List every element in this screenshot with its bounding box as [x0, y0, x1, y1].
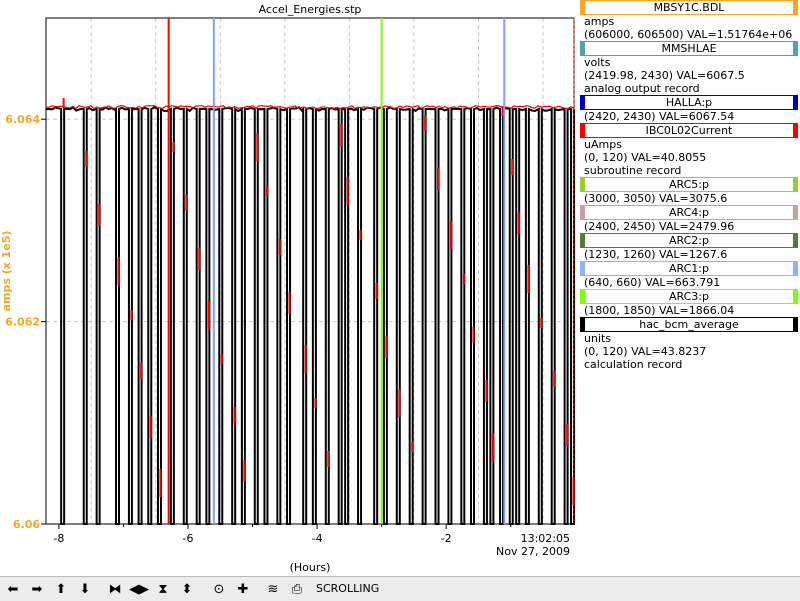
zoom-in-vertical-icon[interactable]: ⧗ — [158, 581, 168, 597]
legend-item-detail: calculation record — [584, 358, 683, 371]
zoom-in-horizontal-icon[interactable]: ⧓ — [108, 581, 122, 597]
down-arrow-icon[interactable]: ⬇ — [79, 581, 91, 597]
legend-item-name: ARC4:p — [669, 206, 709, 219]
legend-item-detail: (0, 120) VAL=40.8055 — [584, 151, 707, 164]
legend-color-tag — [793, 206, 797, 219]
legend-item-detail: (606000, 606500) VAL=1.51764e+06 — [584, 28, 793, 41]
legend-item-detail: (2400, 2450) VAL=2479.96 — [584, 220, 735, 233]
x-tick-label: -6 — [183, 532, 194, 545]
legend-color-tag — [793, 318, 797, 331]
center-icon[interactable]: ⊙ — [213, 581, 225, 597]
legend-item-detail: amps — [584, 15, 615, 28]
legend-item-detail: analog output record — [584, 82, 700, 95]
legend-item-detail: uAmps — [584, 138, 622, 151]
legend-item-name: IBC0L02Current — [645, 124, 733, 137]
legend-color-tag — [581, 206, 585, 219]
legend-item-name: ARC2:p — [669, 234, 709, 247]
mode-label: SCROLLING — [316, 582, 380, 595]
legend-color-tag — [793, 178, 797, 191]
plot-frame — [45, 17, 575, 525]
legend-color-tag — [581, 290, 585, 303]
legend-item-name: MMSHLAE — [661, 42, 717, 55]
legend-item-detail: (2420, 2430) VAL=6067.54 — [584, 110, 735, 123]
y-tick-label: 6.064 — [5, 113, 40, 126]
add-icon[interactable]: ✚ — [237, 581, 249, 597]
legend-item-name: hac_bcm_average — [639, 318, 739, 331]
legend-item[interactable]: IBC0L02Current — [580, 123, 798, 138]
legend-item-detail: volts — [584, 56, 611, 69]
legend-item-detail: (1800, 1850) VAL=1866.04 — [584, 304, 735, 317]
chart-title: Accel_Energies.stp — [259, 3, 362, 16]
legend-item[interactable]: MBSY1C.BDL — [580, 0, 798, 15]
legend-color-tag — [581, 124, 585, 137]
legend-color-tag — [581, 1, 585, 14]
up-arrow-icon[interactable]: ⬆ — [55, 581, 67, 597]
series-line-black — [45, 105, 576, 525]
legend-item[interactable]: MMSHLAE — [580, 41, 798, 56]
left-arrow-icon[interactable]: ⬅ — [7, 581, 19, 597]
legend-item-name: MBSY1C.BDL — [653, 1, 725, 14]
legend-color-tag — [793, 96, 797, 109]
legend-item-detail: subroutine record — [584, 164, 682, 177]
legend-item-detail: (2419.98, 2430) VAL=6067.5 — [584, 69, 745, 82]
x-tick-label: -8 — [53, 532, 64, 545]
legend-item[interactable]: ARC4:p — [580, 205, 798, 220]
series-line-red — [45, 104, 575, 110]
x-date-label: Nov 27, 2009 — [496, 545, 570, 558]
legend-color-tag — [793, 290, 797, 303]
legend-color-tag — [793, 124, 797, 137]
legend-item-detail: (3000, 3050) VAL=3075.6 — [584, 192, 728, 205]
legend-item-name: HALLA:p — [665, 96, 713, 109]
legend-color-tag — [581, 178, 585, 191]
legend-item-detail: (0, 120) VAL=43.8237 — [584, 345, 707, 358]
legend-color-tag — [793, 234, 797, 247]
toolbar: ⬅ ➡ ⬆ ⬇ ⧓ ◀▶ ⧗ ⬍ ⊙ ✚ ≋ ⎙ SCROLLING — [0, 576, 800, 601]
x-tick-label: -4 — [312, 532, 323, 545]
legend-color-tag — [581, 318, 585, 331]
legend-item[interactable]: ARC3:p — [580, 289, 798, 304]
config-icon[interactable]: ≋ — [267, 581, 279, 597]
x-time-label: 13:02:05 — [521, 532, 570, 545]
legend-item[interactable]: ARC1:p — [580, 261, 798, 276]
legend-item[interactable]: hac_bcm_average — [580, 317, 798, 332]
legend-item-name: ARC1:p — [669, 262, 709, 275]
print-icon[interactable]: ⎙ — [291, 581, 303, 597]
legend-item-detail: (640, 660) VAL=663.791 — [584, 276, 721, 289]
legend-item-name: ARC3:p — [669, 290, 709, 303]
right-arrow-icon[interactable]: ➡ — [31, 581, 43, 597]
x-axis-label: (Hours) — [290, 561, 331, 574]
legend-item-detail: units — [584, 332, 612, 345]
y-tick-label: 6.06 — [13, 518, 40, 531]
legend-color-tag — [793, 262, 797, 275]
legend-color-tag — [581, 42, 585, 55]
legend-item[interactable]: ARC5:p — [580, 177, 798, 192]
legend-color-tag — [793, 42, 797, 55]
legend-item[interactable]: ARC2:p — [580, 233, 798, 248]
zoom-out-horizontal-icon[interactable]: ◀▶ — [129, 581, 149, 597]
legend-item-name: ARC5:p — [669, 178, 709, 191]
legend-color-tag — [581, 96, 585, 109]
legend-color-tag — [581, 234, 585, 247]
zoom-out-vertical-icon[interactable]: ⬍ — [181, 581, 193, 597]
x-tick-label: -2 — [441, 532, 452, 545]
legend-item-detail: (1230, 1260) VAL=1267.6 — [584, 248, 728, 261]
legend-color-tag — [793, 1, 797, 14]
y-tick-label: 6.062 — [5, 316, 40, 329]
legend-item[interactable]: HALLA:p — [580, 95, 798, 110]
legend-panel: MBSY1C.BDL amps (606000, 606500) VAL=1.517… — [580, 0, 800, 400]
legend-color-tag — [581, 262, 585, 275]
y-axis-label: amps (x 1e5) — [0, 231, 13, 312]
